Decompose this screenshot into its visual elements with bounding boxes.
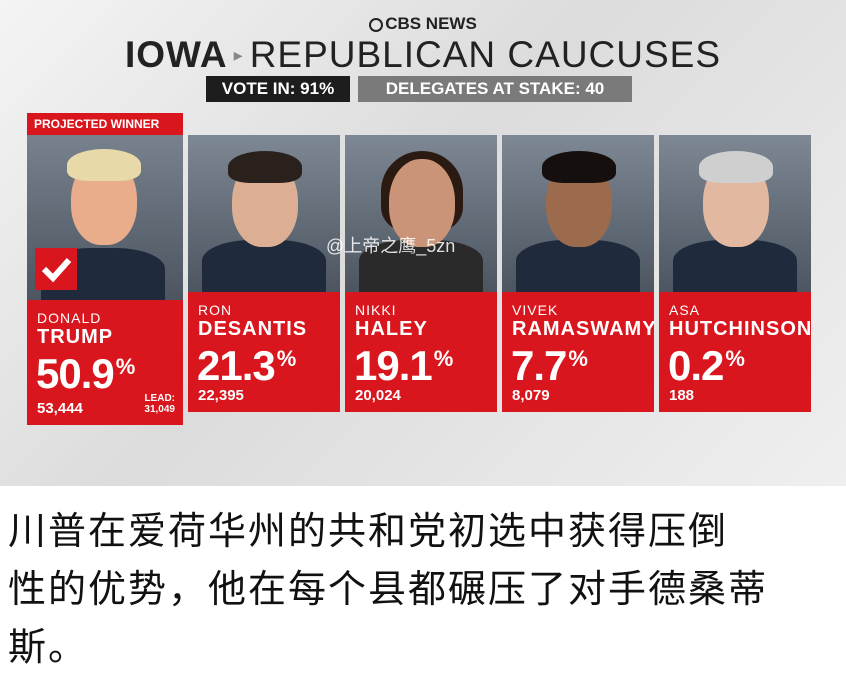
hair	[67, 149, 141, 181]
caption-line: 斯。	[8, 625, 89, 669]
result-panel: ASA HUTCHINSON 0.2% 188	[659, 292, 811, 412]
candidate-card: RON DESANTIS 21.3% 22,395	[188, 135, 340, 412]
result-panel: RON DESANTIS 21.3% 22,395	[188, 292, 340, 412]
suit	[359, 240, 483, 292]
vote-in: VOTE IN: 91%	[206, 76, 350, 102]
percent-value: 50.9	[36, 350, 115, 397]
state: IOWA	[124, 34, 228, 75]
percent: 50.9%	[36, 350, 136, 398]
first-name: DONALD	[37, 310, 102, 326]
votes: 8,079	[512, 387, 550, 404]
caption-line: 川普在爱荷华州的共和党初选中获得压倒	[8, 509, 729, 553]
votes: 20,024	[355, 387, 401, 404]
first-name: NIKKI	[355, 302, 397, 318]
election-graphic: CBS NEWS IOWA ▸ REPUBLICAN CAUCUSES VOTE I…	[0, 0, 846, 486]
percent-sign: %	[568, 346, 588, 371]
percent-sign: %	[115, 354, 136, 379]
caption: 川普在爱荷华州的共和党初选中获得压倒 性的优势，他在每个县都碾压了对手德桑蒂 斯。	[8, 502, 842, 676]
candidate-card: DONALD TRUMP 50.9% 53,444 LEAD: 31,049	[27, 113, 183, 425]
votes: 188	[669, 387, 695, 404]
percent: 7.7%	[511, 342, 588, 390]
percent-sign: %	[276, 346, 297, 371]
hair	[542, 151, 616, 183]
first-name: ASA	[669, 302, 701, 318]
percent-value: 19.1	[354, 342, 433, 389]
lead-value: 31,049	[144, 404, 175, 415]
hair	[228, 151, 302, 183]
last-name: TRUMP	[37, 326, 114, 348]
delegates: DELEGATES AT STAKE: 40	[358, 76, 632, 102]
last-name: DESANTIS	[198, 318, 308, 340]
candidate-photo	[659, 135, 811, 292]
result-panel: VIVEK RAMASWAMY 7.7% 8,079	[502, 292, 654, 412]
candidate-card: VIVEK RAMASWAMY 7.7% 8,079	[502, 135, 654, 412]
result-panel: DONALD TRUMP 50.9% 53,444 LEAD: 31,049	[27, 300, 183, 425]
percent: 21.3%	[197, 342, 297, 390]
percent-sign: %	[433, 346, 454, 371]
percent-value: 0.2	[668, 342, 724, 389]
watermark: @上帝之鹰_5zn	[326, 236, 456, 256]
percent: 19.1%	[354, 342, 454, 390]
candidate-card: NIKKI HALEY 19.1% 20,024	[345, 135, 497, 412]
face	[389, 159, 455, 247]
last-name: RAMASWAMY	[512, 318, 654, 340]
percent-value: 21.3	[197, 342, 276, 389]
suit	[673, 240, 797, 292]
last-name: HUTCHINSON	[669, 318, 811, 340]
first-name: VIVEK	[512, 302, 559, 318]
percent-sign: %	[725, 346, 745, 371]
first-name: RON	[198, 302, 233, 318]
suit	[516, 240, 640, 292]
candidate-photo	[345, 135, 497, 292]
candidate-photo	[502, 135, 654, 292]
votes: 22,395	[198, 387, 244, 404]
suit	[202, 240, 326, 292]
lead-label: LEAD:	[144, 393, 175, 404]
lead: LEAD: 31,049	[144, 393, 175, 415]
result-panel: NIKKI HALEY 19.1% 20,024	[345, 292, 497, 412]
title: IOWA ▸ REPUBLICAN CAUCUSES	[124, 34, 722, 75]
percent: 0.2%	[668, 342, 745, 390]
winner-badge: PROJECTED WINNER	[27, 113, 183, 135]
votes: 53,444	[37, 400, 83, 417]
check-icon	[35, 248, 77, 290]
caption-line: 性的优势，他在每个县都碾压了对手德桑蒂	[8, 567, 769, 611]
last-name: HALEY	[355, 318, 428, 340]
logo-text: CBS NEWS	[385, 14, 477, 33]
title-text: REPUBLICAN CAUCUSES	[249, 34, 722, 75]
candidate-card: ASA HUTCHINSON 0.2% 188	[659, 135, 811, 412]
candidate-photo	[188, 135, 340, 292]
hair	[699, 151, 773, 183]
percent-value: 7.7	[511, 342, 567, 389]
logo: CBS NEWS	[0, 14, 846, 34]
